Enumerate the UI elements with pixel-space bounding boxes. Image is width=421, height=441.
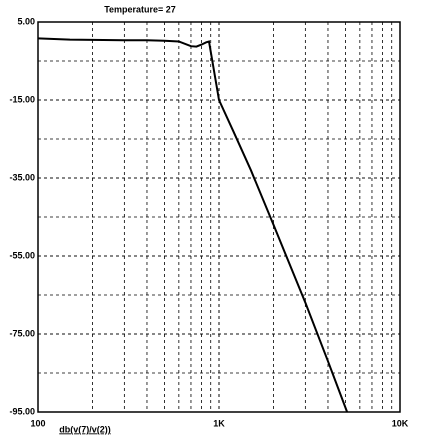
y-tick-label: -15.00 [9, 94, 35, 104]
chart-title: Temperature= 27 [104, 4, 176, 14]
x-tick-label: 100 [30, 418, 45, 428]
x-axis-label: db(v(7)/v(2)) [59, 424, 111, 434]
y-tick-label: 5.00 [17, 16, 35, 26]
plot-frame [37, 21, 401, 413]
y-tick-label: -35.00 [9, 172, 35, 182]
y-tick-label: -75.00 [9, 328, 35, 338]
x-tick-label: 1K [213, 418, 225, 428]
line [37, 37, 349, 413]
y-tick-label: -95.00 [9, 406, 35, 416]
y-tick-label: -55.00 [9, 250, 35, 260]
x-tick-label: 10K [392, 418, 409, 428]
